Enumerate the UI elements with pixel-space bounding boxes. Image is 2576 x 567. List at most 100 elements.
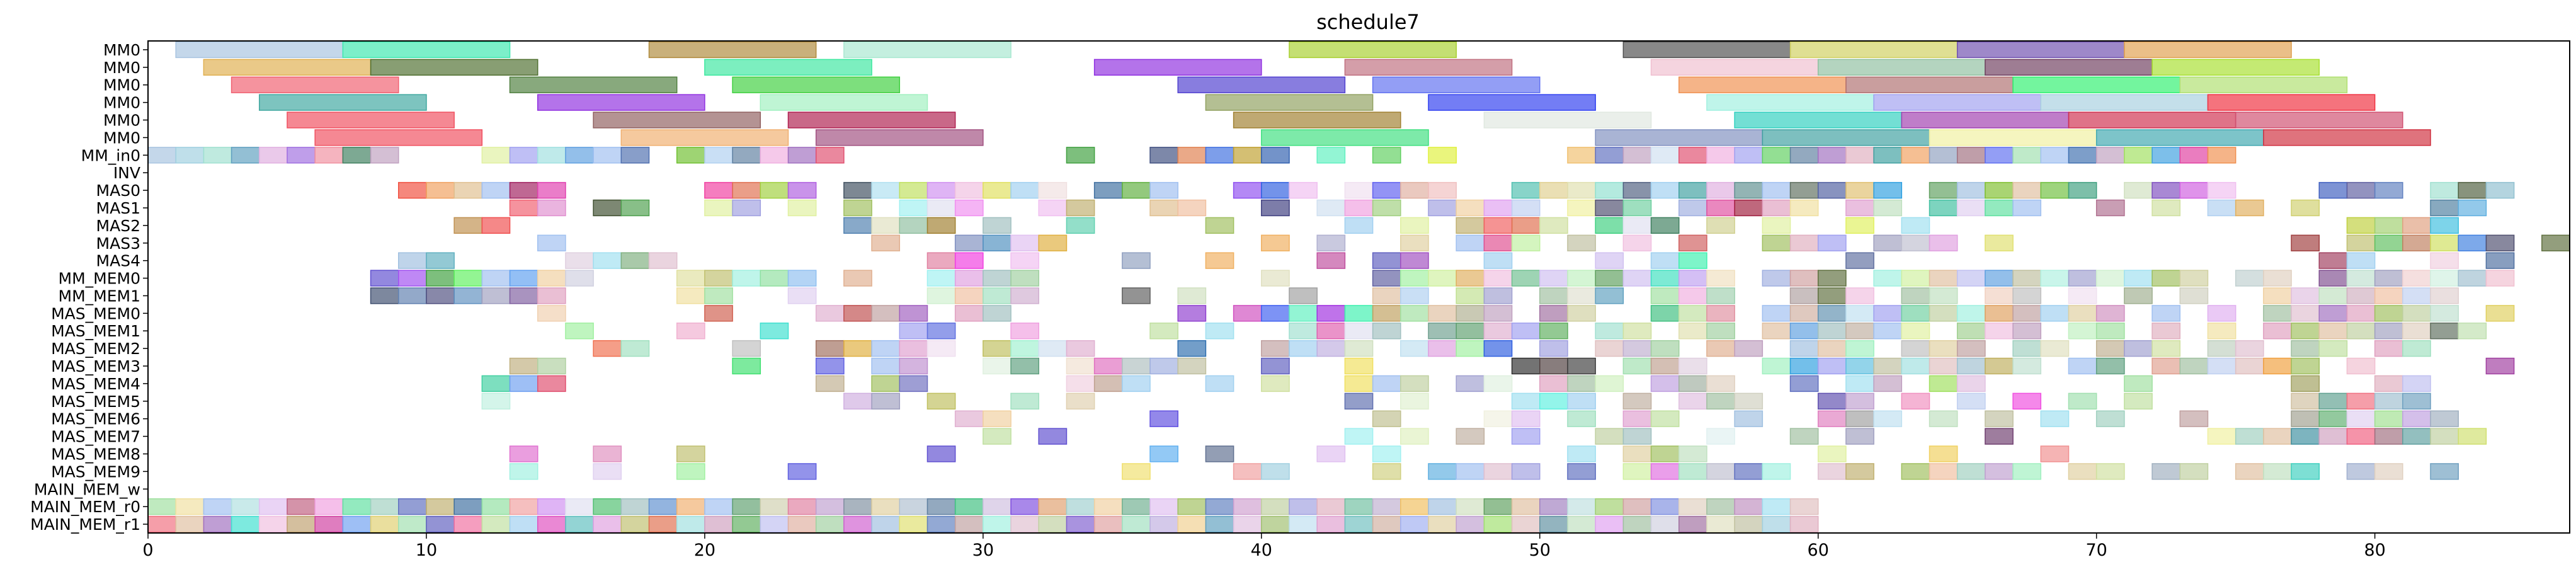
schedule-bar [815, 147, 845, 164]
schedule-bar [1066, 340, 1095, 357]
schedule-bar [2346, 287, 2376, 304]
schedule-bar [1344, 375, 1374, 392]
schedule-bar [1901, 112, 2070, 129]
schedule-bar [1956, 375, 1986, 392]
schedule-bar [481, 217, 511, 234]
schedule-bar [2095, 147, 2125, 164]
schedule-bar [537, 199, 566, 217]
schedule-bar [1622, 410, 1652, 427]
schedule-bar [398, 287, 427, 304]
schedule-bar [2458, 270, 2487, 287]
schedule-bar [1985, 234, 2014, 251]
schedule-bar [843, 41, 1012, 59]
schedule-bar [231, 76, 399, 93]
schedule-bar [2346, 181, 2376, 199]
schedule-bar [1706, 498, 1735, 515]
schedule-bar [732, 76, 901, 93]
schedule-bar [537, 147, 566, 164]
schedule-bar [2235, 428, 2264, 445]
schedule-bar [1706, 463, 1735, 480]
schedule-bar [1929, 129, 2097, 146]
schedule-bar [1901, 234, 1930, 251]
y-tick-label: MM0 [103, 59, 140, 77]
schedule-bar [537, 357, 566, 375]
schedule-bar [2402, 428, 2431, 445]
schedule-bar [2346, 323, 2376, 340]
schedule-bar [1511, 357, 1541, 375]
schedule-bar [1706, 515, 1735, 533]
schedule-bar [2124, 181, 2153, 199]
schedule-bar [1539, 323, 1568, 340]
schedule-bar [1901, 305, 1930, 322]
schedule-bar [1093, 181, 1123, 199]
schedule-bar [732, 270, 761, 287]
schedule-bar [1929, 181, 1958, 199]
schedule-bar [1316, 234, 1346, 251]
schedule-bar [1428, 340, 1457, 357]
schedule-bar [871, 305, 901, 322]
schedule-bar [426, 498, 455, 515]
schedule-bar [1622, 392, 1652, 410]
schedule-bar [1873, 147, 1903, 164]
schedule-bar [2374, 217, 2403, 234]
schedule-bar [1567, 445, 1596, 462]
schedule-bar [2458, 234, 2487, 251]
schedule-bar [1985, 181, 2014, 199]
schedule-bar [2012, 323, 2042, 340]
schedule-bar [1010, 287, 1040, 304]
schedule-bar [899, 498, 928, 515]
schedule-bar [2095, 410, 2125, 427]
schedule-bar [1400, 217, 1429, 234]
schedule-bar [2346, 270, 2376, 287]
schedule-bar [1985, 428, 2014, 445]
schedule-bar [787, 287, 817, 304]
schedule-bar [1066, 515, 1095, 533]
schedule-bar [1344, 323, 1374, 340]
schedule-bar [983, 515, 1012, 533]
schedule-bar [1344, 181, 1374, 199]
schedule-bar [1622, 147, 1652, 164]
schedule-bar [899, 217, 928, 234]
schedule-bar [2179, 463, 2209, 480]
schedule-bar [1122, 498, 1151, 515]
schedule-bar [1622, 199, 1652, 217]
schedule-bar [1873, 270, 1903, 287]
schedule-bar [620, 147, 650, 164]
schedule-bar [1622, 323, 1652, 340]
schedule-bar [1901, 392, 1930, 410]
schedule-bar [732, 340, 761, 357]
schedule-bar [1595, 340, 1624, 357]
schedule-bar [1929, 340, 1958, 357]
schedule-bar [2291, 410, 2320, 427]
y-tick-label: MAS_MEM9 [51, 462, 140, 481]
schedule-bar [704, 147, 733, 164]
schedule-bar [2318, 340, 2348, 357]
schedule-bar [1817, 181, 1847, 199]
schedule-bar [1149, 323, 1178, 340]
schedule-bar [1344, 357, 1374, 375]
schedule-bar [1929, 287, 1958, 304]
schedule-bar [1177, 357, 1207, 375]
schedule-bar [1650, 305, 1680, 322]
schedule-bar [2318, 305, 2348, 322]
schedule-bar [2402, 392, 2431, 410]
schedule-bar [926, 181, 956, 199]
schedule-bar [704, 199, 733, 217]
schedule-bar [2095, 323, 2125, 340]
schedule-bar [1400, 252, 1429, 269]
schedule-bar [2179, 270, 2209, 287]
schedule-bar [509, 357, 539, 375]
schedule-bar [2040, 445, 2070, 462]
schedule-bar [398, 498, 427, 515]
schedule-bar [1400, 498, 1429, 515]
schedule-bar [1233, 112, 1401, 129]
plot-frame [147, 40, 2570, 534]
schedule-bar [453, 217, 483, 234]
schedule-bar [1706, 147, 1735, 164]
schedule-bar [2179, 181, 2209, 199]
schedule-bar [1456, 323, 1485, 340]
schedule-bar [1456, 515, 1485, 533]
schedule-bar [1929, 410, 1958, 427]
schedule-bar [1985, 323, 2014, 340]
